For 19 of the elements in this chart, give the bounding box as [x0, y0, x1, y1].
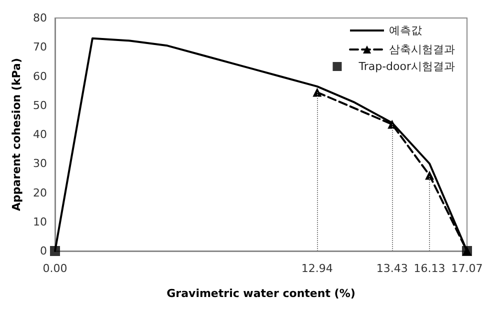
y-axis-title: Apparent cohesion (kPa) [10, 58, 24, 211]
legend-label: 예측값 [389, 24, 422, 37]
legend-label: 삼축시험결과 [389, 43, 455, 56]
y-tick-label: 60 [33, 70, 47, 83]
y-tick-label: 80 [33, 12, 47, 24]
x-tick-label: 13.43 [376, 262, 408, 275]
x-tick-label: 16.13 [414, 262, 446, 275]
legend-label: Trap-door시험결과 [358, 60, 456, 73]
x-tick-label: 12.94 [301, 262, 333, 275]
y-tick-label: 40 [33, 128, 47, 141]
x-tick-label: 0.00 [42, 262, 68, 275]
y-tick-label: 30 [33, 157, 47, 170]
y-tick-label: 20 [33, 186, 47, 200]
x-tick-label: 17.07 [451, 262, 483, 275]
x-axis-title: Gravimetric water content (%) [166, 287, 356, 300]
y-tick-label: 70 [33, 40, 47, 54]
y-tick-label: 50 [33, 98, 47, 112]
y-tick-label: 0 [40, 244, 47, 258]
y-tick-label: 10 [33, 215, 47, 228]
